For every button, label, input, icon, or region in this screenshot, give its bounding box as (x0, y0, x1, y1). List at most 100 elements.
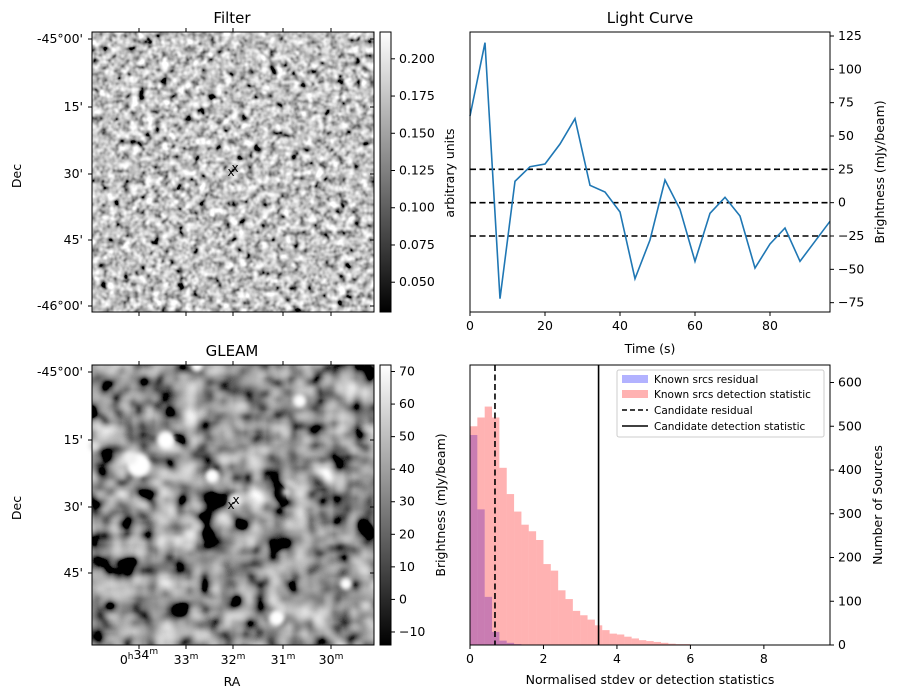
lightcurve-series-line (469, 42, 831, 299)
gleam-title: GLEAM (206, 342, 259, 360)
gleam-colorbar-label: Brightness (mJy/beam) (433, 433, 448, 576)
histogram-legend: Known srcs residual Known srcs detection… (616, 369, 825, 438)
hist-xtick-label: 6 (686, 651, 694, 666)
colorbar-tick-label: 0.075 (399, 237, 435, 252)
hist-bar-detection (536, 540, 544, 645)
ra-tick-label: 31m (271, 652, 296, 667)
colorbar-tick-label: 0.200 (399, 51, 435, 66)
filter-panel: Filter x x -45°00' 15' 30' 45' -46°00' Dec 0… (9, 9, 435, 316)
hist-ytick-label: 500 (838, 418, 862, 433)
ra-tick-label: 33m (174, 652, 199, 667)
lightcurve-ytick-label: 25 (838, 161, 854, 176)
marker-red: x (227, 498, 234, 512)
gleam-panel: GLEAM x x -45°00'15'30'45'0h34m 33m 32m 31 (9, 342, 448, 689)
legend-label-residual: Known srcs residual (654, 374, 758, 386)
legend-label-candidate-detection: Candidate detection statistic (654, 421, 806, 433)
histogram-frame (469, 364, 831, 646)
hist-bar-residual (484, 596, 493, 645)
gleam-colorbar: −10 0 10 20 30 40 50 60 70 (379, 364, 425, 646)
lightcurve-xtick-label: 60 (687, 318, 703, 333)
colorbar-tick-label: 10 (399, 559, 415, 574)
lightcurve-title: Light Curve (607, 9, 693, 27)
hist-bar-residual (506, 642, 515, 645)
marker-blue: x (231, 161, 238, 175)
gleam-xlabel: RA (224, 674, 241, 689)
legend-label-detection: Known srcs detection statistic (654, 389, 811, 401)
dec-tick-label: 30' (64, 166, 83, 181)
colorbar-tick-label: 0.175 (399, 88, 435, 103)
hist-bar-residual (492, 631, 500, 645)
lightcurve-frame (469, 31, 831, 313)
ra-tick-label: 30m (319, 652, 344, 667)
hist-bar-detection (506, 494, 515, 645)
legend-swatch-residual (622, 375, 648, 383)
histogram-ylabel: Number of Sources (870, 445, 885, 565)
hist-bar-residual (470, 435, 478, 645)
marker-red: x (227, 165, 234, 179)
colorbar-tick-label: 60 (399, 396, 415, 411)
colorbar-tick-label: 0.050 (399, 274, 435, 289)
ra-tick-label: 32m (221, 652, 246, 667)
filter-ylabel: Dec (9, 164, 24, 188)
hist-bar-detection (668, 643, 676, 645)
dec-tick-label: -45°00' (37, 364, 83, 379)
hist-bar-detection (477, 417, 485, 645)
lightcurve-xtick-label: 80 (762, 318, 778, 333)
histogram-xlabel: Normalised stdev or detection statistics (526, 672, 775, 687)
lightcurve-ytick-label: 100 (838, 61, 862, 76)
filter-title: Filter (213, 9, 251, 27)
hist-bar-detection (653, 641, 662, 645)
hist-ytick-label: 200 (838, 550, 862, 565)
hist-bar-detection (470, 426, 478, 645)
hist-bar-detection (499, 467, 507, 645)
colorbar-tick-label: −10 (399, 624, 425, 639)
hist-xtick-label: 8 (760, 651, 768, 666)
lightcurve-ytick-label: −75 (838, 295, 864, 310)
hist-ytick-label: 300 (838, 506, 862, 521)
lightcurve-ytick-label: 50 (838, 128, 854, 143)
hist-xtick-label: 0 (466, 651, 474, 666)
dec-tick-label: 45' (64, 232, 83, 247)
histogram-panel: 0 2 4 6 8 0 100 200 300 400 500 600 Normalised stde… (466, 364, 885, 687)
lightcurve-ytick-label: 0 (838, 195, 846, 210)
hist-bar-residual (499, 640, 507, 645)
colorbar-tick-label: 40 (399, 461, 415, 476)
lightcurve-xlabel: Time (s) (624, 341, 676, 356)
dec-tick-label: 15' (64, 99, 83, 114)
hist-bar-detection (587, 619, 595, 645)
gleam-markers: x x (227, 493, 239, 512)
hist-bar-detection (558, 590, 566, 645)
dec-tick-label: -45°00' (37, 31, 83, 46)
hist-bar-detection (572, 610, 581, 645)
hist-bar-residual (477, 509, 485, 645)
colorbar-tick-label: 0.100 (399, 200, 435, 215)
filter-ticks: -45°00' 15' 30' 45' -46°00' (37, 28, 374, 316)
hist-bar-detection (580, 615, 588, 645)
dec-tick-label: 30' (64, 499, 83, 514)
filter-colorbar-label: arbitrary units (442, 128, 457, 217)
legend-label-candidate-residual: Candidate residual (654, 405, 753, 417)
hist-bar-detection (631, 638, 639, 645)
colorbar-tick-label: 0.150 (399, 125, 435, 140)
hist-bar-detection (550, 570, 559, 645)
hist-ytick-label: 600 (838, 375, 862, 390)
colorbar-tick-label: 20 (399, 526, 415, 541)
lightcurve-xtick-label: 20 (537, 318, 553, 333)
histogram-vlines (494, 365, 600, 645)
hist-bar-detection (609, 633, 617, 645)
colorbar-tick-label: 50 (399, 429, 415, 444)
marker-blue: x (232, 493, 239, 507)
hist-ytick-label: 400 (838, 462, 862, 477)
dec-tick-label: 45' (64, 565, 83, 580)
gleam-ticks: -45°00' 15' 30' 45' 0h34m 33m 32m 31m 30m (37, 361, 374, 667)
colorbar-tick-label: 70 (399, 364, 415, 379)
hist-xtick-label: 4 (613, 651, 621, 666)
histogram-bars (470, 406, 816, 645)
lightcurve-ylabel: Brightness (mJy/beam) (872, 100, 887, 243)
lightcurve-ytick-label: −50 (838, 261, 864, 276)
lightcurve-xtick-label: 0 (466, 318, 474, 333)
hist-bar-detection (543, 564, 551, 645)
lightcurve-hlines (470, 168, 830, 237)
hist-bar-detection (484, 406, 493, 645)
lightcurve-panel: Light Curve 0 20 40 60 80 −75 −50 −25 0 25 50 75 100… (466, 9, 887, 356)
